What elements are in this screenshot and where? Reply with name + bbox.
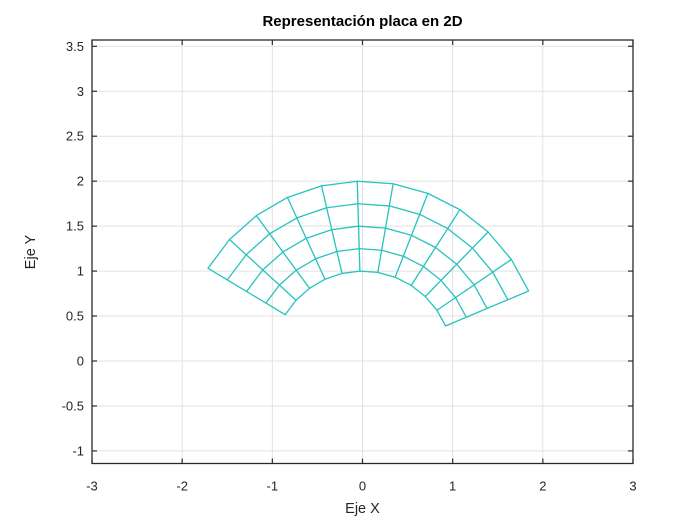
mesh-spoke [255, 214, 311, 289]
x-tick-labels: -3 -2 -1 0 1 2 3 [86, 479, 636, 494]
y-tick-label: -0.5 [62, 398, 84, 413]
mesh-spoke [394, 192, 429, 278]
x-tick-label: -2 [176, 479, 188, 494]
y-tick-labels: -1 -0.5 0 0.5 1 1.5 2 2.5 3 3.5 [62, 39, 84, 459]
tick-marks [91, 40, 634, 464]
y-axis-label: Eje Y [23, 234, 39, 270]
mesh-spoke [356, 180, 361, 272]
y-tick-label: 2.5 [66, 129, 84, 144]
grid-lines [91, 40, 634, 464]
mesh-spoke [320, 185, 343, 275]
x-tick-label: -1 [267, 479, 279, 494]
chart-title: Representación placa en 2D [262, 13, 463, 30]
y-tick-label: 3.5 [66, 39, 84, 54]
mesh-spoke [286, 196, 326, 280]
mesh-spoke [410, 209, 461, 286]
x-tick-label: 2 [539, 479, 546, 494]
x-tick-label: 0 [359, 479, 366, 494]
plate-mesh [207, 180, 530, 327]
x-axis-label: Eje X [345, 501, 380, 517]
y-tick-label: 0.5 [66, 309, 84, 324]
mesh-spoke [424, 231, 489, 298]
x-tick-label: -3 [86, 479, 98, 494]
mesh-arc [284, 270, 447, 327]
mesh-spoke [444, 290, 530, 327]
y-tick-label: 1.5 [66, 219, 84, 234]
mesh-arc [226, 203, 509, 301]
x-tick-label: 1 [449, 479, 456, 494]
y-tick-label: -1 [72, 443, 84, 458]
y-tick-label: 1 [77, 264, 84, 279]
mesh-spoke [436, 258, 512, 311]
mesh-spoke [207, 267, 286, 316]
mesh-spoke [377, 183, 394, 274]
mesh-spoke [228, 238, 297, 301]
y-tick-label: 2 [77, 174, 84, 189]
mesh-arc [246, 225, 488, 309]
x-tick-label: 3 [629, 479, 636, 494]
y-tick-label: 0 [77, 353, 84, 368]
mesh-arc [265, 248, 467, 318]
mesh-arc [207, 180, 530, 292]
y-tick-label: 3 [77, 84, 84, 99]
